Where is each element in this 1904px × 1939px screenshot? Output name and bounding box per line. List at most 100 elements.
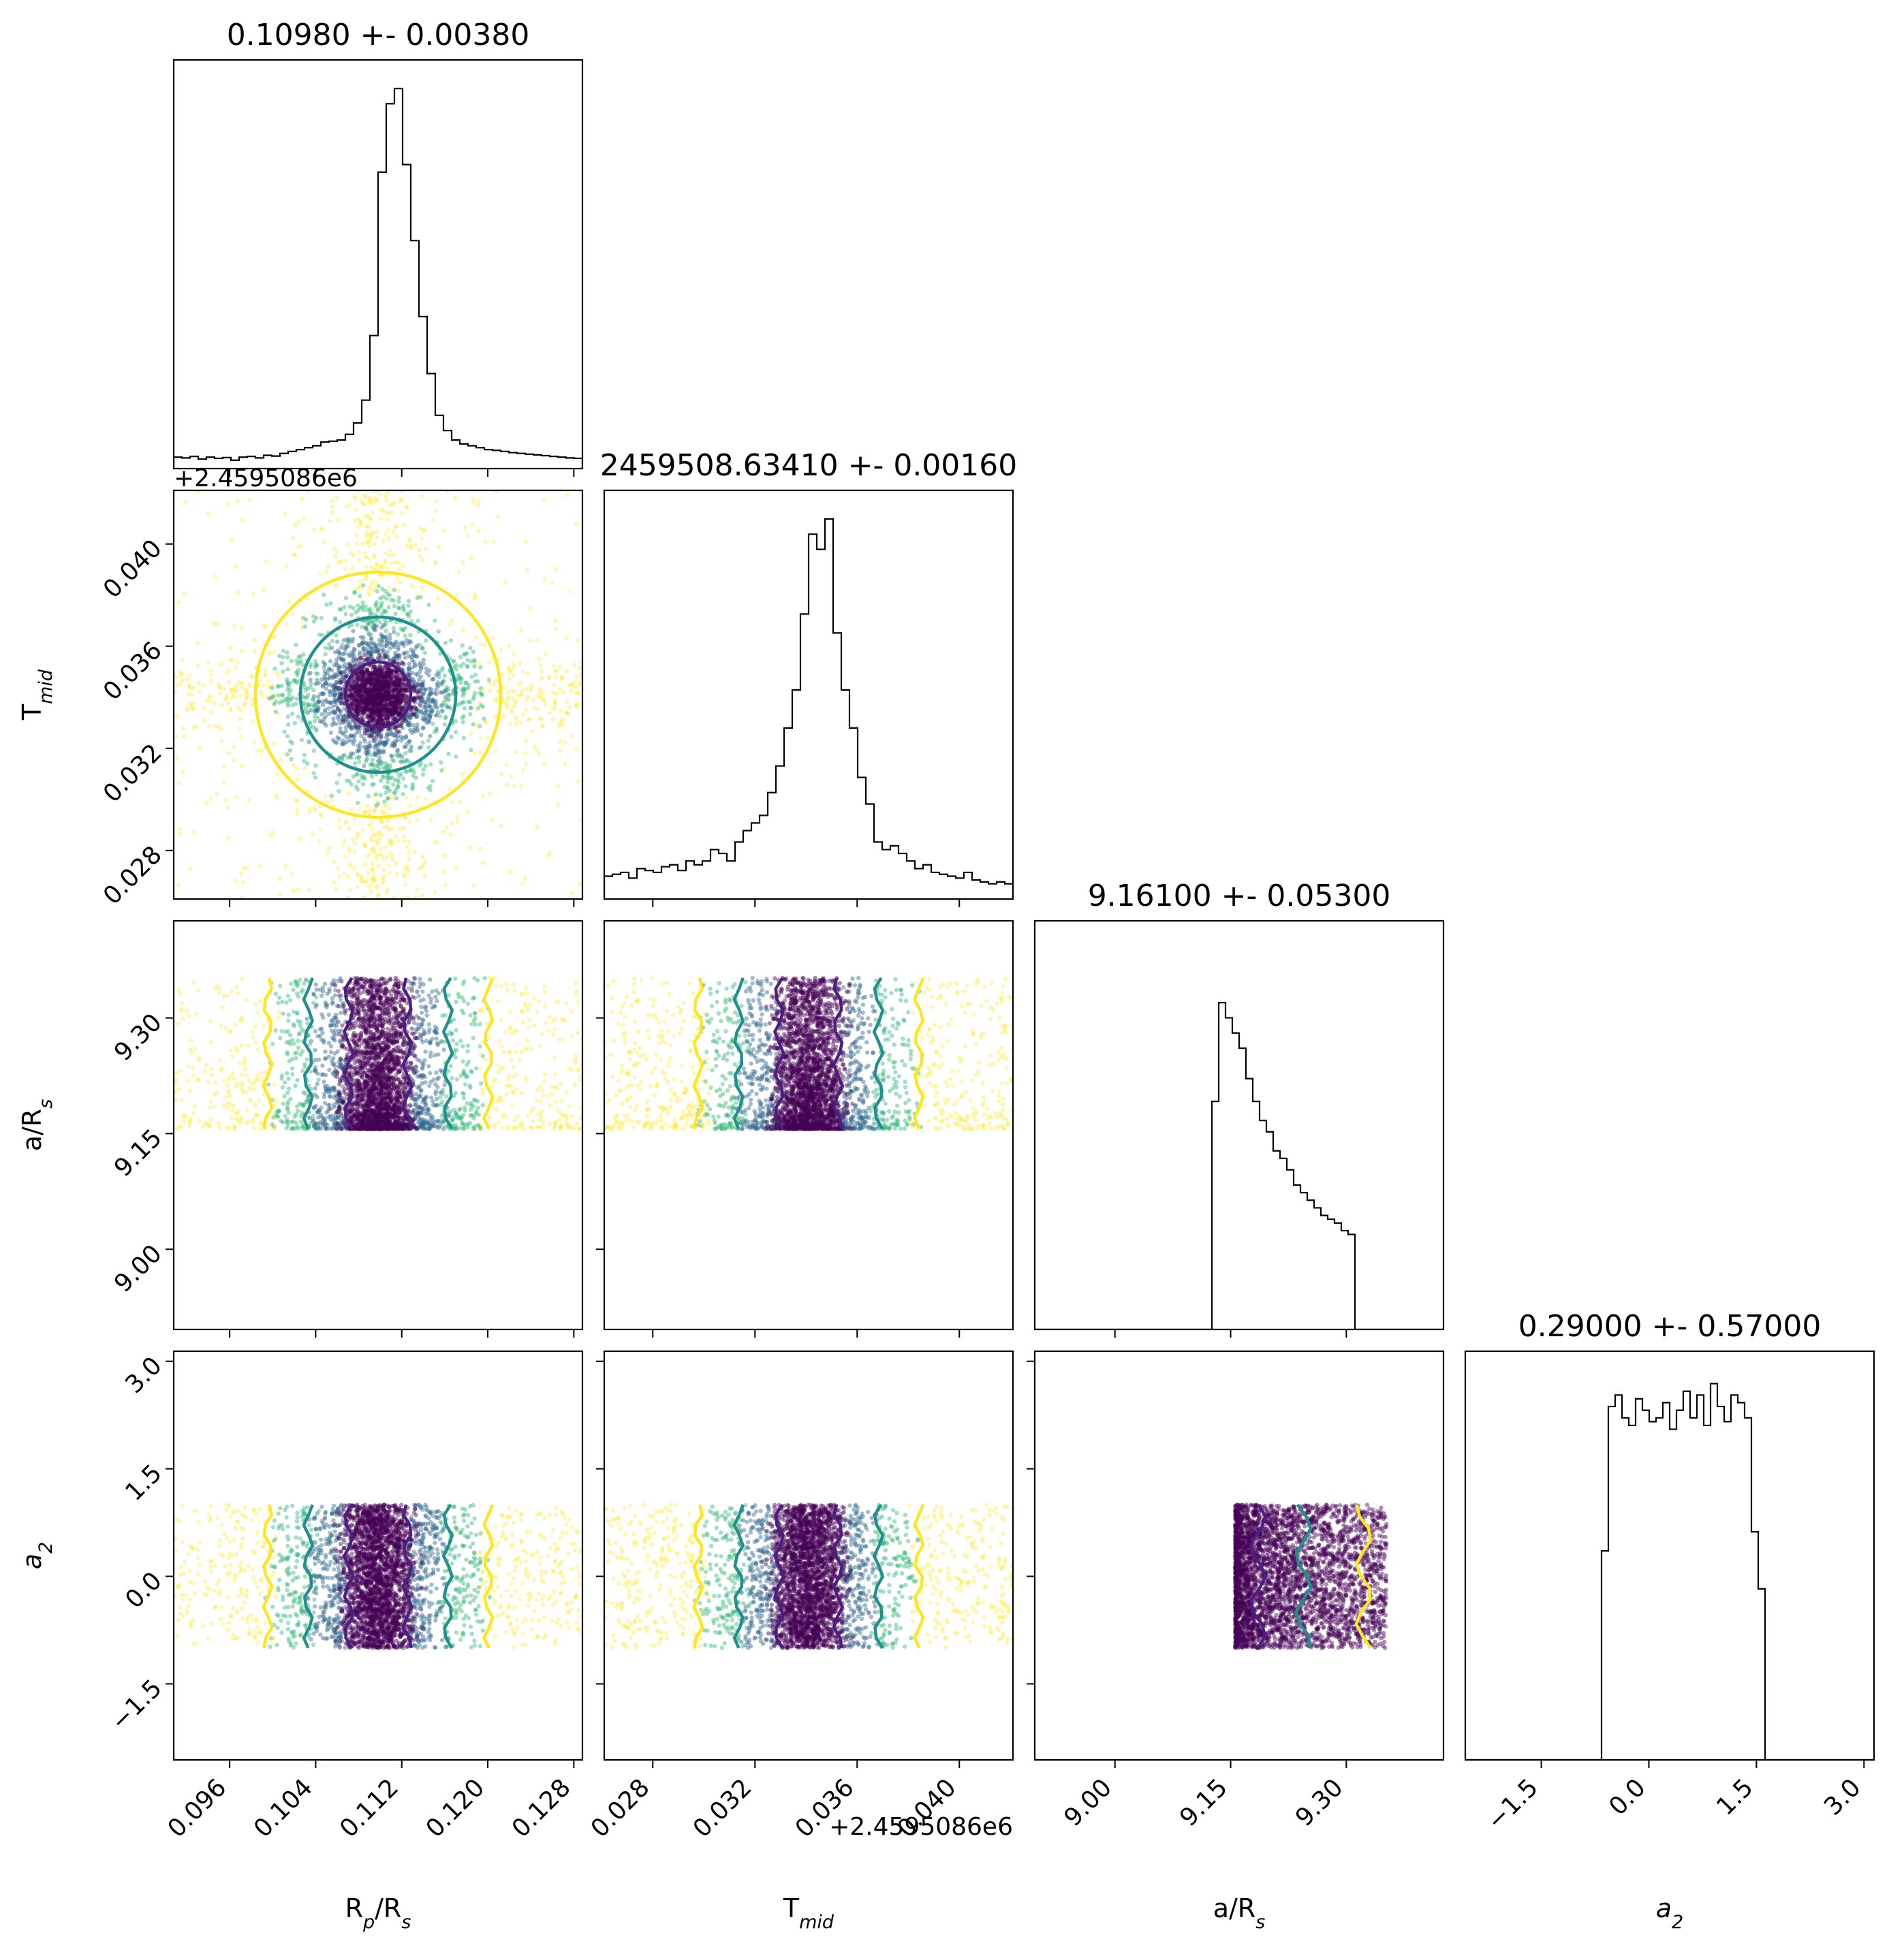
sample-point [542, 576, 547, 582]
sample-point [368, 657, 373, 661]
sample-point [391, 660, 396, 665]
sample-point [547, 676, 552, 680]
sample-point [374, 624, 379, 629]
sample-point [352, 684, 356, 689]
sample-point [390, 757, 395, 762]
sample-point [364, 565, 369, 570]
sample-point [499, 823, 503, 829]
sample-point [366, 745, 372, 751]
sample-point [394, 708, 399, 713]
sample-point [380, 648, 385, 652]
sample-point [435, 713, 439, 718]
sample-point [384, 620, 389, 625]
sample-point [306, 739, 311, 744]
sample-point [465, 1043, 471, 1048]
sample-point [348, 693, 353, 697]
sample-point [384, 666, 390, 671]
sample-point [370, 782, 375, 787]
sample-point [390, 842, 394, 847]
sample-point [386, 773, 390, 778]
sample-point [336, 1020, 341, 1024]
sample-point [180, 1007, 185, 1011]
sample-point [499, 772, 504, 776]
sample-point [473, 672, 478, 677]
sample-point [401, 695, 406, 700]
sample-point [238, 708, 243, 713]
sample-point [206, 695, 211, 699]
sample-point [239, 763, 245, 769]
sample-point [368, 670, 373, 675]
sample-point [352, 691, 358, 695]
sample-point [468, 1013, 473, 1018]
sample-point [349, 725, 354, 731]
sample-point [230, 1116, 234, 1120]
sample-point [340, 696, 345, 701]
sample-point [537, 1118, 542, 1122]
sample-point [433, 561, 438, 565]
sample-point [390, 782, 396, 787]
sample-point [551, 1126, 556, 1131]
sample-point [364, 752, 369, 757]
sample-point [300, 1049, 305, 1054]
histogram-tmid [604, 518, 1013, 899]
sample-point [386, 727, 390, 732]
scatter-panel-rp-ars: 9.009.159.30 [109, 919, 584, 1338]
sample-point [385, 650, 390, 655]
sample-point [294, 680, 300, 685]
sample-point [228, 687, 233, 692]
sample-point [535, 824, 540, 830]
sample-point [403, 735, 409, 740]
sample-point [352, 697, 357, 701]
sample-point [363, 604, 368, 609]
sample-point [240, 1081, 245, 1086]
sample-point [453, 719, 458, 724]
sample-point [359, 667, 364, 673]
sample-point [367, 852, 373, 857]
sample-point [400, 642, 405, 646]
sample-point [217, 991, 222, 996]
sample-point [397, 680, 402, 686]
sample-point [405, 505, 410, 509]
sample-point [552, 697, 557, 703]
sample-point [511, 665, 516, 670]
sample-point [352, 734, 356, 739]
sample-point [327, 666, 332, 671]
sample-point [371, 664, 376, 669]
sample-point [275, 670, 279, 675]
sample-point [493, 1122, 497, 1128]
sample-point [224, 1025, 229, 1030]
sample-point [365, 728, 371, 733]
sample-point [407, 666, 411, 672]
sample-point [560, 723, 565, 728]
sample-point [421, 661, 426, 666]
sample-point [404, 687, 409, 693]
sample-point [387, 838, 392, 843]
sample-point [334, 740, 339, 745]
sample-point [302, 624, 308, 629]
sample-point [434, 691, 439, 697]
sample-point [178, 991, 183, 996]
sample-point [564, 699, 569, 705]
sample-point [420, 716, 425, 721]
sample-point [419, 1005, 424, 1009]
sample-point [339, 670, 344, 675]
sample-point [410, 679, 415, 684]
sample-point [343, 725, 348, 730]
sample-point [349, 612, 354, 617]
sample-point [331, 879, 337, 885]
sample-point [320, 682, 326, 688]
sample-point [480, 691, 484, 696]
sample-point [277, 700, 282, 705]
sample-point [415, 695, 420, 699]
sample-point [423, 702, 428, 708]
sample-point [509, 1057, 514, 1062]
sample-point [445, 704, 450, 710]
sample-point [352, 693, 356, 698]
sample-point [482, 716, 486, 721]
sample-point [395, 632, 401, 637]
sample-point [382, 799, 387, 804]
sample-point [352, 686, 356, 691]
sample-point [337, 697, 341, 702]
sample-point [298, 660, 302, 665]
